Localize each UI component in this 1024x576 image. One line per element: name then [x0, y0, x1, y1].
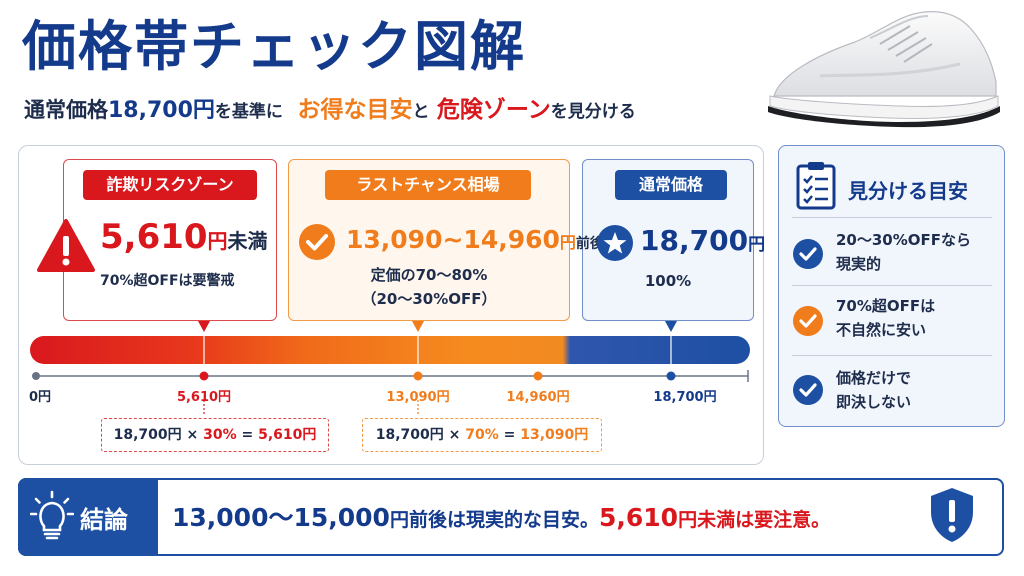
tick-dot-0 — [32, 372, 40, 380]
last-chance-calculation: 18,700円 × 70% = 13,090円 — [362, 418, 602, 452]
danger-price-value: 5,610 — [100, 217, 208, 257]
tick-dot-13090 — [413, 371, 423, 381]
tick-dot-14960 — [533, 371, 543, 381]
tick-dot-5610 — [199, 371, 209, 381]
last-chance-price: 13,090~14,960円前後 — [346, 222, 604, 262]
last-chance-zone-label: ラストチャンス相場 — [325, 170, 531, 200]
danger-price-unit: 円 — [207, 229, 228, 253]
guideline-separator — [792, 355, 992, 356]
conclusion-unit-2: 円 — [678, 509, 698, 531]
last-chance-price-value: 13,090~14,960 — [346, 225, 560, 254]
price-gradient-bar — [30, 336, 750, 364]
shield-exclamation-icon — [931, 488, 973, 542]
last-chance-pointer — [412, 321, 424, 332]
conclusion-box — [18, 478, 1004, 556]
check-circle-icon — [793, 375, 823, 405]
danger-zone-note: 70%超OFFは要警戒 — [100, 273, 235, 289]
tick-label-0: 0円 — [28, 390, 52, 405]
calc-danger-base: 18,700円 — [113, 427, 182, 443]
last-chance-note-1: 定価の70～80% — [370, 266, 488, 284]
calc-lc-base: 18,700円 — [375, 427, 444, 443]
subtitle-part3: と — [412, 102, 430, 122]
conclusion-label: 結論 — [80, 506, 128, 534]
conclusion-danger-price: 5,610 — [598, 503, 679, 532]
guideline-separator — [792, 285, 992, 286]
guideline-item-1: 20～30%OFFなら 現実的 — [836, 228, 971, 276]
check-circle-icon — [793, 306, 823, 336]
danger-zone-price: 5,610円未満 — [100, 214, 268, 264]
lightbulb-icon — [30, 490, 74, 540]
tick-label-14960: 14,960円 — [506, 390, 570, 405]
sneaker-illustration — [768, 11, 1000, 128]
conclusion-text: 13,000～15,000円前後は現実的な目安。5,610円未満は要注意。 — [172, 498, 830, 540]
guideline-title: 見分ける目安 — [848, 179, 968, 203]
subtitle-base-price: 18,700円 — [108, 98, 215, 123]
tick-dot-18700 — [666, 371, 676, 381]
calc-danger-rate: 30% — [203, 427, 237, 443]
danger-zone-label: 詐欺リスクゾーン — [83, 170, 257, 200]
last-chance-price-suffix: 前後 — [575, 236, 604, 252]
warning-icon — [37, 219, 95, 272]
check-icon — [299, 224, 335, 260]
calc-lc-result: 13,090円 — [520, 427, 589, 443]
calc-lc-rate: 70% — [465, 427, 499, 443]
clipboard-checklist-icon — [796, 162, 836, 210]
page-subtitle: 通常価格18,700円を基準に お得な目安と 危険ゾーンを見分ける — [24, 92, 636, 130]
conclusion-range: 13,000～15,000 — [172, 503, 390, 532]
danger-calculation: 18,700円 × 30% = 5,610円 — [101, 418, 329, 452]
tick-label-18700: 18,700円 — [653, 390, 717, 405]
guideline-item-2-line1: 70%超OFFは — [836, 297, 936, 315]
danger-price-suffix: 未満 — [227, 229, 268, 253]
regular-price-note: 100% — [644, 272, 692, 290]
guideline-item-3-line1: 価格だけで — [836, 369, 912, 387]
subtitle-part1: 通常価格 — [24, 98, 108, 122]
page-title: 価格帯チェック図解 — [22, 15, 526, 78]
conclusion-unit-1: 円 — [389, 509, 409, 531]
guideline-divider — [792, 217, 992, 218]
calc-lc-equals: = — [503, 427, 516, 443]
tick-label-5610: 5,610円 — [176, 390, 232, 405]
danger-pointer — [198, 321, 210, 332]
conclusion-end: 未満は要注意。 — [697, 509, 831, 531]
last-chance-price-unit: 円 — [559, 233, 576, 252]
calc-danger-result: 5,610円 — [258, 427, 317, 443]
last-chance-note-2: （20～30%OFF） — [361, 290, 497, 308]
calc-lc-times: × — [448, 427, 461, 443]
subtitle-part2: を基準に — [214, 102, 283, 122]
check-circle-icon — [793, 239, 823, 269]
calc-danger-equals: = — [241, 427, 254, 443]
subtitle-highlight-good: お得な目安 — [297, 97, 413, 123]
calc-danger-times: × — [186, 427, 199, 443]
star-icon — [597, 225, 633, 261]
price-scale — [30, 321, 750, 416]
guideline-item-2-line2: 不自然に安い — [836, 321, 927, 339]
guideline-item-1-line2: 現実的 — [836, 255, 882, 273]
guideline-item-1-line1: 20～30%OFFなら — [836, 231, 972, 249]
tick-label-13090: 13,090円 — [386, 390, 450, 405]
subtitle-part4: を見分ける — [550, 102, 636, 122]
regular-pointer — [665, 321, 677, 332]
guideline-item-3-line2: 即決しない — [836, 393, 912, 411]
regular-price-unit: 円 — [748, 235, 766, 255]
regular-price: 18,700円 — [640, 222, 765, 264]
guideline-item-3: 価格だけで 即決しない — [836, 366, 911, 414]
guideline-item-2: 70%超OFFは 不自然に安い — [836, 294, 935, 342]
regular-price-value: 18,700 — [640, 224, 749, 257]
conclusion-mid: 前後は現実的な目安。 — [408, 509, 599, 531]
regular-price-label: 通常価格 — [615, 170, 727, 200]
subtitle-highlight-danger: 危険ゾーン — [436, 97, 551, 123]
